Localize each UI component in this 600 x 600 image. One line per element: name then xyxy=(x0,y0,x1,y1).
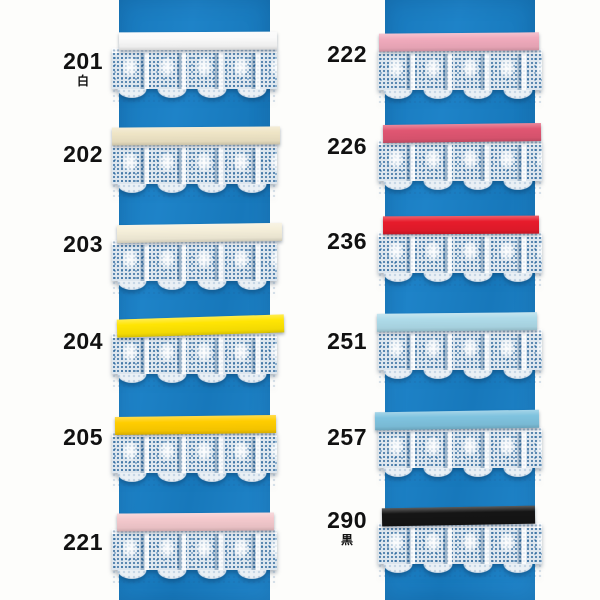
ribbon-swatch-sky-blue xyxy=(374,409,540,431)
lace-scallop-edge xyxy=(378,564,542,577)
lace-body xyxy=(378,49,542,90)
ribbon-swatch-pale-aqua xyxy=(376,312,538,332)
ribbon-swatch-white xyxy=(118,31,278,51)
lace-body xyxy=(378,427,542,468)
item-code: 236 xyxy=(327,228,367,254)
ribbon-swatch-rose xyxy=(382,123,542,143)
lace-trim xyxy=(112,333,277,387)
item-code: 204 xyxy=(63,328,103,354)
item-label: 205 xyxy=(13,426,103,449)
lace-body xyxy=(378,523,542,564)
ribbon-swatch-pale-pink xyxy=(116,512,275,532)
item-label: 251 xyxy=(277,330,367,353)
item-code: 290 xyxy=(327,507,367,533)
item-label: 221 xyxy=(13,531,103,554)
item-color-note: 白 xyxy=(76,74,89,88)
ribbon-swatch-red xyxy=(382,215,540,235)
lace-scallop-edge xyxy=(112,281,277,294)
lace-trim xyxy=(378,329,542,383)
lace-body xyxy=(112,240,277,281)
item-color-note: 黒 xyxy=(340,533,353,547)
lace-trim xyxy=(112,143,277,197)
item-label: 236 xyxy=(277,230,367,253)
lace-scallop-edge xyxy=(112,374,277,387)
ribbon-swatch-black xyxy=(381,505,536,527)
lace-body xyxy=(112,48,277,89)
item-code: 221 xyxy=(63,529,103,555)
lace-body xyxy=(378,232,542,273)
display-strip-left xyxy=(111,0,285,600)
lace-body xyxy=(112,529,277,570)
lace-trim xyxy=(112,240,277,294)
lace-scallop-edge xyxy=(378,370,542,383)
ribbon-swatch-pink xyxy=(378,32,540,52)
lace-scallop-edge xyxy=(112,89,277,102)
lace-scallop-edge xyxy=(112,570,277,583)
item-label: 201 白 xyxy=(13,48,103,89)
lace-trim xyxy=(378,49,542,103)
lace-scallop-edge xyxy=(378,468,542,481)
lace-scallop-edge xyxy=(378,90,542,103)
lace-body xyxy=(112,143,277,184)
lace-body xyxy=(378,329,542,370)
item-label: 290 黒 xyxy=(277,507,367,548)
ribbon-swatch-golden-yellow xyxy=(114,415,277,435)
lace-trim xyxy=(378,427,542,481)
item-code: 205 xyxy=(63,424,103,450)
lace-scallop-edge xyxy=(112,473,277,486)
item-code: 203 xyxy=(63,231,103,257)
item-label: 203 xyxy=(13,233,103,256)
lace-trim xyxy=(112,529,277,583)
lace-trim xyxy=(378,140,542,194)
lace-scallop-edge xyxy=(112,184,277,197)
ribbon-swatch-ivory xyxy=(116,222,283,244)
item-code: 226 xyxy=(327,133,367,159)
item-label: 226 xyxy=(277,135,367,158)
lace-body xyxy=(112,333,277,374)
item-code: 251 xyxy=(327,328,367,354)
lace-body xyxy=(112,432,277,473)
item-label: 204 xyxy=(13,330,103,353)
lace-trim xyxy=(112,48,277,102)
lace-trim xyxy=(378,523,542,577)
item-label: 202 xyxy=(13,143,103,166)
item-code: 257 xyxy=(327,424,367,450)
lace-scallop-edge xyxy=(378,273,542,286)
item-label: 222 xyxy=(277,43,367,66)
item-code: 202 xyxy=(63,141,103,167)
lace-body xyxy=(378,140,542,181)
lace-trim xyxy=(112,432,277,486)
lace-scallop-edge xyxy=(378,181,542,194)
ribbon-swatch-cream xyxy=(111,126,281,146)
item-code: 201 xyxy=(63,48,103,74)
display-strip-right xyxy=(374,0,542,600)
lace-trim xyxy=(378,232,542,286)
item-code: 222 xyxy=(327,41,367,67)
item-label: 257 xyxy=(277,426,367,449)
